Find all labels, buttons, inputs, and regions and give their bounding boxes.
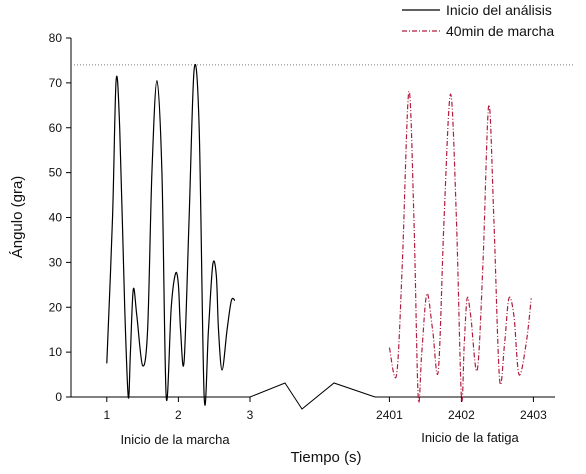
legend-label-1: 40min de marcha bbox=[446, 23, 554, 39]
segment-label-1: Inicio de la fatiga bbox=[421, 430, 519, 445]
x-tick-label: 2403 bbox=[520, 408, 547, 422]
y-tick-label: 50 bbox=[49, 166, 63, 180]
y-tick-label: 80 bbox=[49, 31, 63, 45]
axis-break-zigzag bbox=[249, 382, 376, 410]
series-line-1 bbox=[388, 91, 532, 404]
x-tick-label: 2401 bbox=[376, 408, 403, 422]
series-group bbox=[106, 63, 532, 406]
legend-label-0: Inicio del análisis bbox=[446, 2, 552, 18]
y-tick-label: 70 bbox=[49, 76, 63, 90]
x-axis-title: Tiempo (s) bbox=[290, 449, 361, 466]
y-tick-label: 30 bbox=[49, 255, 63, 269]
legend: Inicio del análisis 40min de marcha bbox=[402, 2, 554, 39]
segment-label-0: Inicio de la marcha bbox=[120, 432, 230, 447]
y-tick-label: 40 bbox=[49, 211, 63, 225]
y-tick-label: 20 bbox=[49, 300, 63, 314]
y-tick-label: 60 bbox=[49, 121, 63, 135]
y-tick-label: 0 bbox=[55, 390, 62, 404]
x-tick-label: 1 bbox=[103, 408, 110, 422]
series-line-0 bbox=[106, 63, 236, 406]
axes: 0 10 20 30 40 50 60 70 80 1 2 3 2401 2402 2403 bbox=[49, 31, 555, 422]
x-tick-label: 3 bbox=[247, 408, 254, 422]
x-tick-label: 2402 bbox=[448, 408, 475, 422]
x-tick-label: 2 bbox=[175, 408, 182, 422]
y-axis-title: Ángulo (gra) bbox=[9, 176, 26, 259]
y-tick-label: 10 bbox=[49, 345, 63, 359]
